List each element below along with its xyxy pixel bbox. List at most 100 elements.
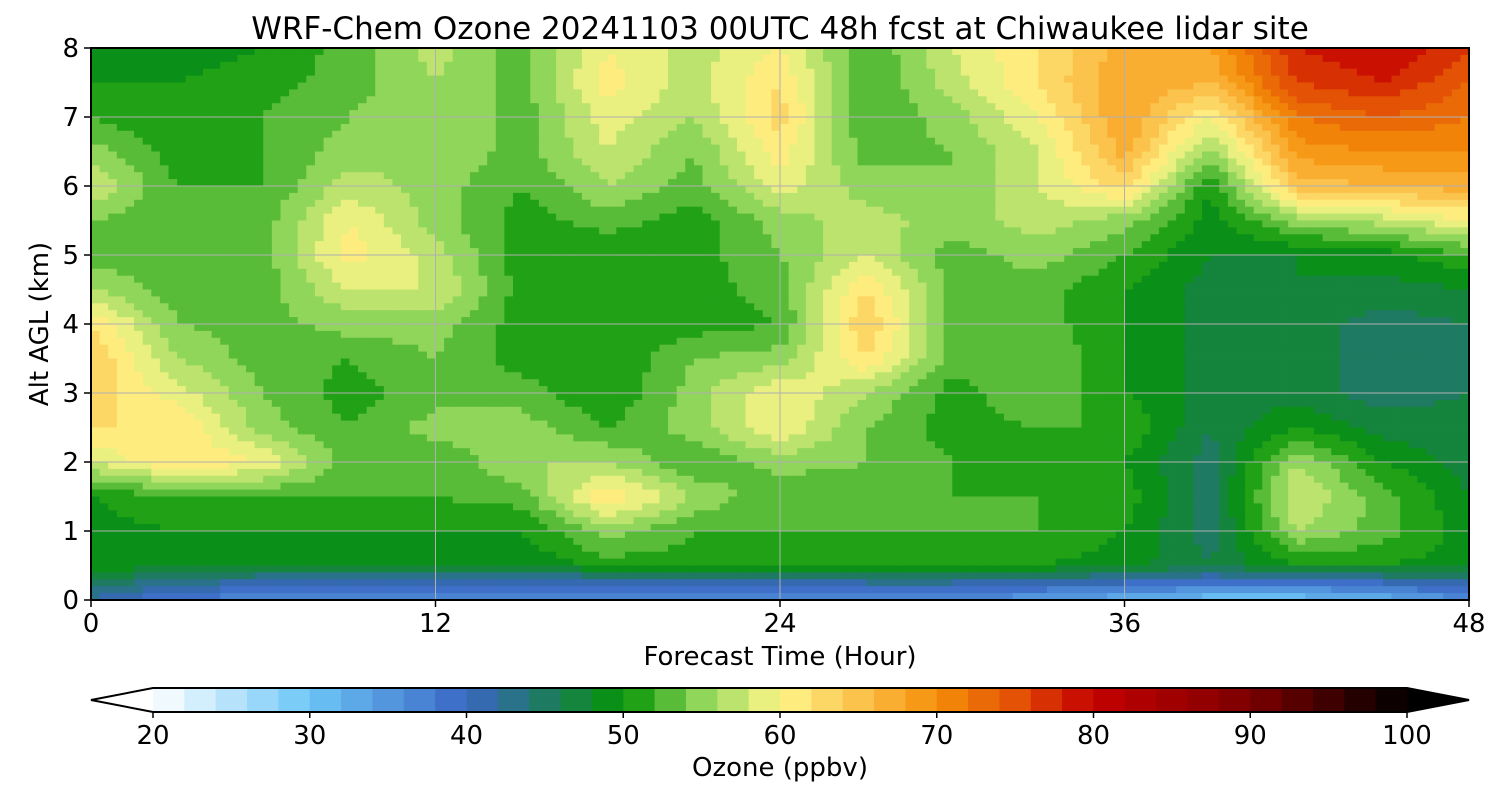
field-cell <box>530 165 540 173</box>
field-cell <box>168 75 178 84</box>
field-cell <box>556 123 566 132</box>
field-cell <box>1382 151 1393 159</box>
field-cell <box>676 68 686 77</box>
field-cell <box>573 68 583 77</box>
field-cell <box>228 234 239 242</box>
field-cell <box>556 213 566 222</box>
field-cell <box>159 75 170 84</box>
field-cell <box>995 192 1005 201</box>
field-cell <box>891 117 902 125</box>
field-cell <box>909 241 919 249</box>
field-cell <box>1141 123 1151 132</box>
field-cell <box>297 48 307 56</box>
field-cell <box>1003 137 1014 146</box>
field-cell <box>108 206 118 215</box>
field-cell <box>719 234 729 242</box>
field-cell <box>762 179 772 187</box>
field-cell <box>848 123 859 132</box>
field-cell <box>1348 220 1358 228</box>
field-cell <box>659 123 669 132</box>
field-cell <box>1012 117 1022 125</box>
field-cell <box>1055 130 1065 139</box>
field-cell <box>1331 130 1341 139</box>
field-cell <box>1288 199 1298 208</box>
field-cell <box>1150 151 1160 159</box>
field-cell <box>1305 227 1315 235</box>
field-cell <box>1357 199 1367 208</box>
field-cell <box>418 172 428 180</box>
field-cell <box>573 165 583 173</box>
field-cell <box>676 213 686 222</box>
field-cell <box>831 144 841 153</box>
field-cell <box>383 241 394 249</box>
field-cell <box>116 179 127 187</box>
field-cell <box>1193 213 1203 222</box>
field-cell <box>185 220 195 228</box>
field-cell <box>306 48 316 56</box>
field-cell <box>573 110 583 118</box>
field-cell <box>521 103 531 111</box>
field-cell <box>1245 248 1255 256</box>
field-cell <box>513 103 523 111</box>
field-cell <box>357 255 368 263</box>
field-cell <box>547 144 557 153</box>
field-cell <box>1012 248 1022 256</box>
field-cell <box>1176 227 1186 235</box>
field-cell <box>1451 213 1461 222</box>
field-cell <box>633 179 643 187</box>
field-cell <box>461 110 471 118</box>
field-cell <box>211 220 221 228</box>
field-cell <box>435 123 445 132</box>
field-cell <box>986 151 996 159</box>
field-cell <box>202 192 213 201</box>
field-cell <box>1425 186 1436 194</box>
field-cell <box>745 248 755 256</box>
field-cell <box>349 68 359 77</box>
field-cell <box>418 220 428 228</box>
field-cell <box>1064 192 1074 201</box>
field-cell <box>246 158 256 166</box>
field-cell <box>702 89 712 97</box>
field-cell <box>125 206 135 215</box>
field-cell <box>461 61 471 70</box>
field-cell <box>1322 103 1332 111</box>
field-cell <box>668 110 678 118</box>
field-cell <box>857 206 867 215</box>
field-cell <box>409 165 419 173</box>
field-cell <box>685 234 695 242</box>
field-cell <box>590 61 600 70</box>
field-cell <box>1150 234 1160 242</box>
field-cell <box>1115 110 1126 118</box>
field-cell <box>125 68 135 77</box>
field-cell <box>1133 82 1143 90</box>
field-cell <box>702 123 712 132</box>
field-cell <box>263 248 273 256</box>
field-cell <box>461 199 471 208</box>
field-cell <box>840 144 850 153</box>
field-cell <box>702 206 712 215</box>
field-cell <box>900 213 910 222</box>
field-cell <box>1391 117 1401 125</box>
field-cell <box>487 158 497 166</box>
field-cell <box>1150 165 1160 173</box>
field-cell <box>1253 220 1263 228</box>
field-cell <box>771 89 781 97</box>
field-cell <box>960 206 971 215</box>
field-cell <box>1279 234 1289 242</box>
field-cell <box>642 96 652 104</box>
field-cell <box>314 234 325 242</box>
field-cell <box>1305 130 1315 139</box>
field-cell <box>857 54 867 63</box>
field-cell <box>771 234 781 242</box>
field-cell <box>1460 158 1469 166</box>
field-cell <box>1374 130 1384 139</box>
field-cell <box>142 158 152 166</box>
field-cell <box>530 110 540 118</box>
field-cell <box>1167 179 1177 187</box>
field-cell <box>435 110 445 118</box>
field-cell <box>1374 103 1384 111</box>
field-cell <box>926 48 936 56</box>
field-cell <box>349 172 359 180</box>
field-cell <box>469 89 480 97</box>
field-cell <box>357 220 368 228</box>
